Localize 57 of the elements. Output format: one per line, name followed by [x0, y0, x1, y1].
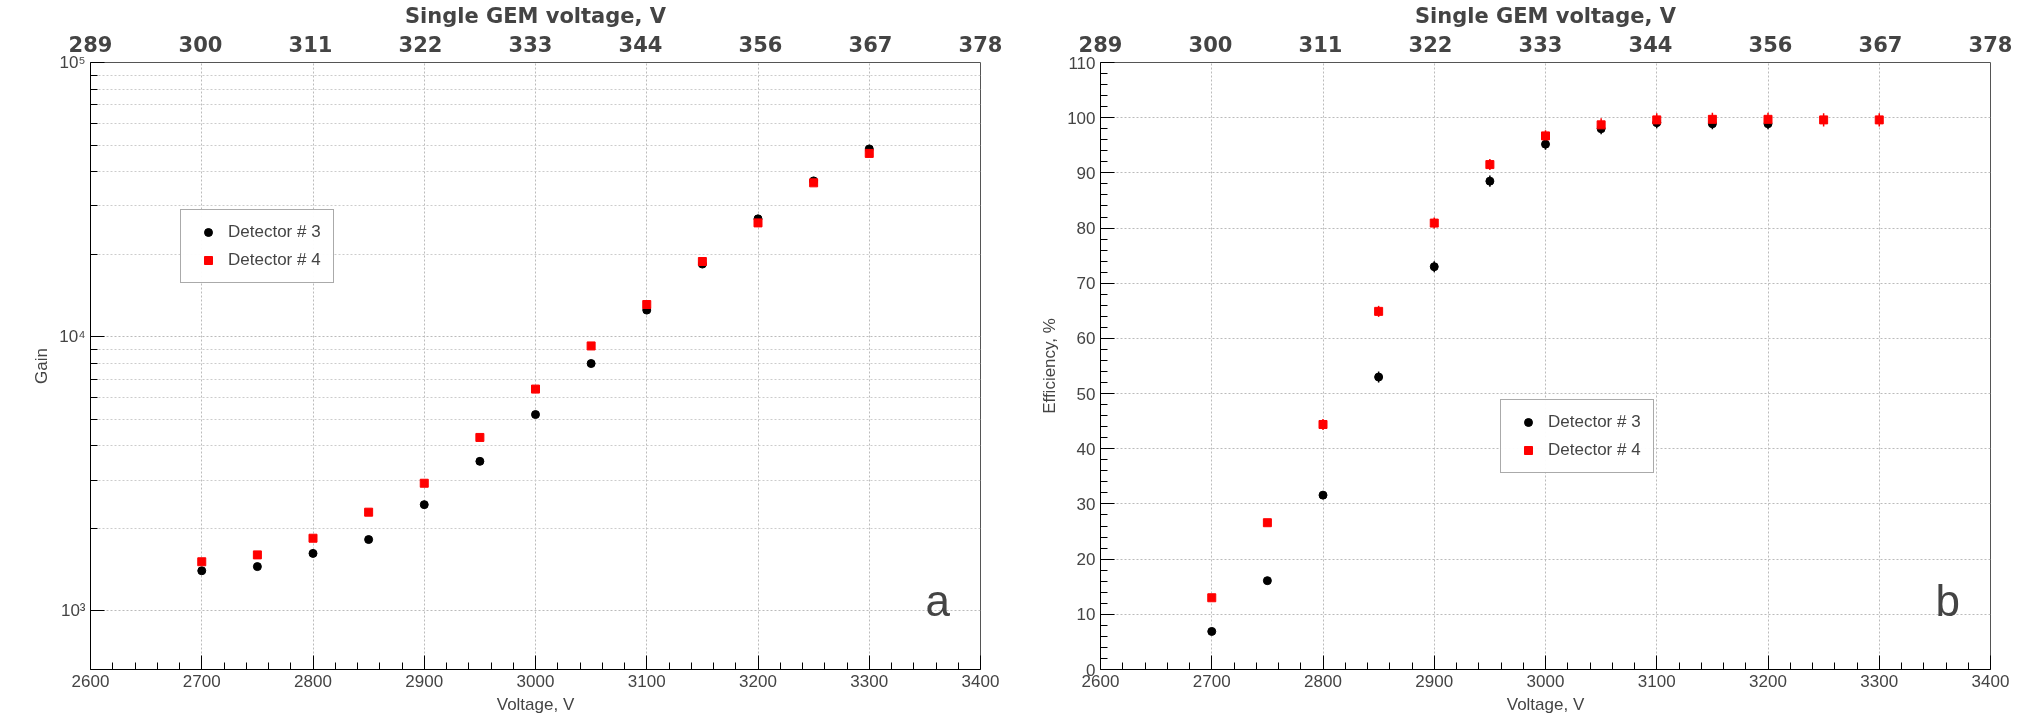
annotation: b [1935, 575, 1960, 625]
x2-tick-label: 300 [178, 32, 223, 57]
x2-tick-label: 344 [1628, 32, 1673, 57]
x2-tick-label: 344 [618, 32, 663, 57]
x2-tick-label: 378 [958, 32, 1003, 57]
y-tick-label: 20 [1076, 550, 1096, 570]
x2-tick-label: 333 [508, 32, 553, 57]
x2-tick-label: 300 [1188, 32, 1233, 57]
x-tick-label: 2600 [71, 671, 110, 691]
legend-label: Detector # 4 [228, 250, 321, 270]
x-tick-label: 3300 [850, 671, 889, 691]
x-axis-title: Voltage, V [496, 694, 575, 714]
y-tick-label: 90 [1076, 163, 1096, 183]
x2-axis-title: Single GEM voltage, V [404, 3, 667, 28]
legend-label: Detector # 4 [1548, 440, 1641, 460]
y-tick-label: 30 [1076, 494, 1096, 514]
x-tick-label: 3400 [1971, 671, 2010, 691]
x2-tick-label: 311 [1298, 32, 1343, 57]
x-tick-label: 2900 [405, 671, 444, 691]
x-tick-label: 3200 [739, 671, 777, 691]
x2-tick-label: 367 [848, 32, 893, 57]
y-tick-label: 10³ [60, 601, 86, 621]
y-tick-label: 10⁴ [59, 327, 86, 347]
x-axis-title: Voltage, V [1506, 694, 1585, 714]
y-axis-title: Efficiency, % [1040, 318, 1060, 414]
x-tick-label: 2700 [1192, 671, 1231, 691]
x2-tick-label: 333 [1518, 32, 1563, 57]
x2-axis-title: Single GEM voltage, V [1414, 3, 1677, 28]
y-tick-label: 60 [1076, 329, 1096, 349]
y-axis-title: Gain [32, 348, 52, 384]
x-tick-label: 3300 [1860, 671, 1899, 691]
x2-tick-label: 367 [1858, 32, 1903, 57]
y-tick-label: 40 [1076, 439, 1096, 459]
x-tick-label: 3400 [961, 671, 1000, 691]
legend-label: Detector # 3 [228, 222, 321, 242]
annotation: a [925, 575, 951, 625]
y-tick-label: 80 [1076, 219, 1096, 239]
x-tick-label: 2700 [182, 671, 221, 691]
y-tick-label: 100 [1067, 108, 1096, 128]
x-tick-label: 2800 [1304, 671, 1342, 691]
x-tick-label: 3000 [1526, 671, 1565, 691]
x-tick-label: 3100 [627, 671, 666, 691]
legend-label: Detector # 3 [1548, 412, 1641, 432]
x2-tick-label: 322 [1408, 32, 1453, 57]
x-tick-label: 3200 [1749, 671, 1787, 691]
x2-tick-label: 378 [1968, 32, 2013, 57]
x2-tick-label: 311 [288, 32, 333, 57]
x-tick-label: 3100 [1637, 671, 1676, 691]
x2-tick-label: 356 [1748, 32, 1793, 57]
y-tick-label: 70 [1076, 274, 1096, 294]
x-tick-label: 2900 [1415, 671, 1454, 691]
x-tick-label: 3000 [516, 671, 555, 691]
x2-tick-label: 356 [738, 32, 783, 57]
x-tick-label: 2800 [294, 671, 332, 691]
y-tick-label: 50 [1076, 384, 1096, 404]
y-tick-label: 10 [1076, 605, 1096, 625]
x2-tick-label: 322 [398, 32, 443, 57]
